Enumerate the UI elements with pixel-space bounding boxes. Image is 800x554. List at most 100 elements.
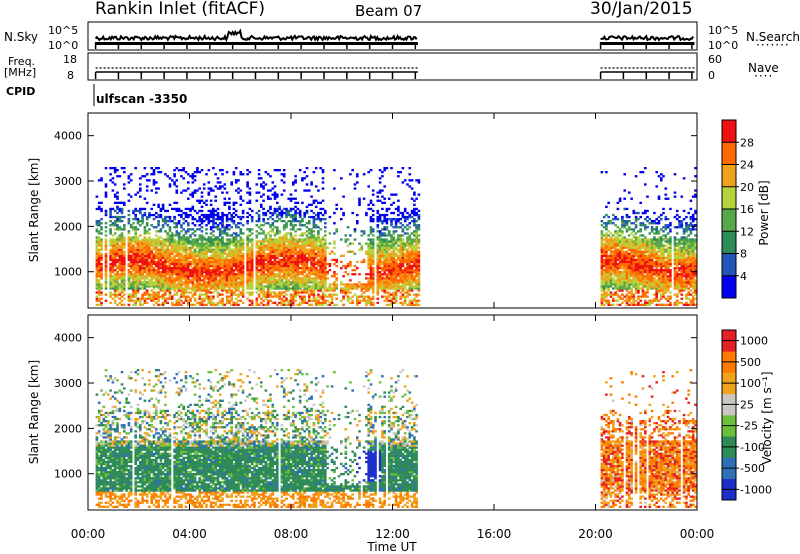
echo-cell — [269, 250, 272, 253]
echo-cell — [141, 215, 144, 219]
echo-cell — [123, 236, 126, 239]
echo-cell — [387, 240, 391, 243]
echo-cell — [257, 220, 261, 223]
echo-cell — [118, 175, 122, 178]
echo-cell — [376, 215, 380, 219]
echo-cell — [202, 283, 206, 286]
echo-cell — [187, 275, 190, 278]
echo-cell — [127, 271, 131, 274]
echo-cell — [118, 258, 122, 262]
echo-cell — [134, 250, 137, 253]
echo-cell — [292, 183, 295, 186]
echo-cell — [173, 173, 176, 176]
echo-cell — [410, 301, 414, 304]
echo-cell — [237, 287, 240, 290]
echo-cell — [278, 218, 281, 221]
echo-cell — [116, 242, 119, 245]
echo-cell — [152, 283, 156, 286]
echo-cell — [250, 248, 254, 251]
echo-cell — [139, 246, 142, 249]
echo-cell — [292, 181, 295, 184]
echo-cell — [262, 267, 265, 270]
echo-cell — [250, 242, 254, 245]
echo-cell — [305, 240, 309, 243]
echo-cell — [155, 277, 158, 280]
echo-cell — [193, 297, 197, 300]
echo-cell — [187, 252, 190, 255]
echo-cell — [164, 283, 167, 286]
echo-cell — [143, 211, 147, 215]
echo-cell — [296, 271, 300, 274]
echo-cell — [250, 258, 254, 262]
echo-cell — [198, 295, 201, 298]
echo-cell — [134, 262, 137, 266]
echo-cell — [175, 207, 179, 211]
echo-cell — [159, 287, 163, 290]
echo-cell — [406, 262, 409, 266]
echo-cell — [351, 169, 354, 172]
echo-cell — [113, 238, 117, 241]
echo-cell — [387, 293, 391, 296]
echo-cell — [175, 250, 179, 253]
echo-cell — [319, 252, 322, 255]
echo-cell — [230, 297, 233, 300]
echo-cell — [390, 211, 393, 215]
echo-cell — [246, 264, 249, 268]
echo-cell — [212, 258, 215, 262]
echo-cell — [218, 187, 222, 190]
echo-cell — [232, 277, 236, 280]
echo-cell — [609, 238, 613, 241]
echo-cell — [403, 215, 407, 219]
echo-cell — [200, 303, 204, 306]
echo-cell — [157, 303, 160, 306]
echo-cell — [310, 228, 313, 231]
echo-cell — [216, 293, 220, 296]
echo-cell — [166, 215, 169, 219]
echo-cell — [157, 269, 160, 272]
echo-cell — [378, 250, 382, 253]
echo-cell — [326, 299, 329, 302]
echo-cell — [365, 213, 368, 217]
echo-cell — [262, 207, 265, 211]
echo-cell — [232, 203, 236, 206]
echo-cell — [248, 246, 252, 249]
echo-cell — [362, 291, 366, 294]
echo-cell — [605, 254, 608, 257]
echo-cell — [175, 185, 179, 188]
echo-cell — [180, 242, 183, 245]
nsky-series — [600, 34, 695, 42]
echo-cell — [385, 207, 389, 211]
echo-cell — [120, 285, 124, 288]
echo-cell — [184, 285, 188, 288]
echo-cell — [303, 267, 306, 270]
echo-cell — [301, 279, 304, 282]
echo-cell — [173, 250, 176, 253]
echo-cell — [314, 267, 318, 270]
echo-cell — [310, 203, 313, 206]
echo-cell — [401, 240, 405, 243]
echo-cell — [246, 285, 249, 288]
freq-panel-frame — [87, 52, 698, 81]
echo-cell — [205, 203, 208, 206]
echo-cell — [150, 283, 153, 286]
echo-cell — [342, 295, 345, 298]
echo-cell — [308, 248, 311, 251]
echo-cell — [410, 232, 414, 235]
echo-cell — [371, 228, 375, 231]
echo-cell — [202, 269, 206, 272]
echo-cell — [301, 264, 304, 268]
echo-cell — [155, 167, 158, 170]
echo-cell — [600, 230, 604, 233]
echo-cell — [296, 238, 300, 241]
echo-cell — [367, 299, 370, 302]
echo-cell — [198, 287, 201, 290]
echo-cell — [193, 271, 197, 274]
echo-cell — [230, 256, 233, 260]
echo-cell — [189, 256, 192, 260]
echo-cell — [356, 220, 359, 223]
echo-cell — [282, 295, 286, 298]
echo-cell — [246, 291, 249, 294]
echo-cell — [200, 260, 204, 264]
echo-cell — [257, 269, 261, 272]
echo-cell — [164, 220, 167, 223]
